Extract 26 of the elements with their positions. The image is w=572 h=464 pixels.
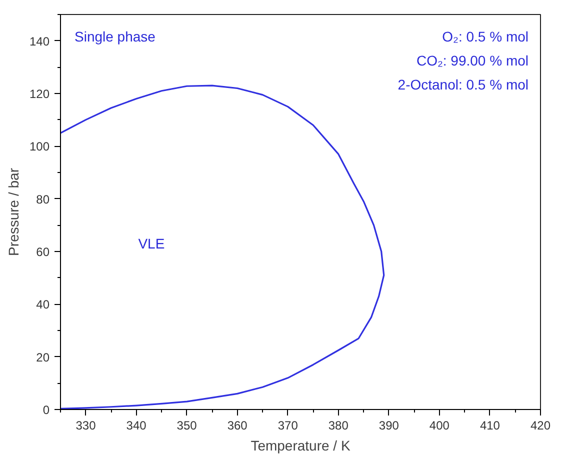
y-tick-label: 0 — [42, 403, 50, 417]
x-tick-label: 340 — [126, 418, 147, 432]
y-tick-label: 80 — [36, 192, 50, 206]
x-tick-label: 350 — [176, 418, 198, 432]
annotation: O₂: 0.5 % mol — [442, 28, 529, 44]
x-tick-label: 330 — [76, 418, 96, 432]
x-tick-label: 410 — [480, 418, 500, 432]
y-tick-label: 100 — [29, 140, 50, 154]
y-tick-label: 40 — [36, 298, 50, 312]
x-tick-label: 380 — [328, 418, 349, 432]
y-tick-label: 140 — [29, 34, 50, 48]
y-axis-title: Pressure / bar — [5, 168, 22, 256]
x-tick-label: 390 — [378, 418, 400, 432]
x-tick-label: 420 — [530, 418, 551, 432]
line-series — [60, 84, 385, 410]
annotation: Single phase — [74, 28, 156, 44]
x-tick-label: 360 — [227, 418, 248, 432]
y-tick-label: 60 — [36, 245, 50, 259]
y-tick-label: 120 — [29, 87, 50, 101]
annotation: 2-Octanol: 0.5 % mol — [398, 76, 529, 92]
y-tick-label: 20 — [36, 350, 50, 364]
x-axis-title: Temperature / K — [250, 438, 351, 454]
x-tick-label: 400 — [429, 418, 450, 432]
x-tick-label: 370 — [278, 418, 298, 432]
annotation: VLE — [138, 236, 165, 252]
annotation: CO₂: 99.00 % mol — [416, 52, 529, 68]
